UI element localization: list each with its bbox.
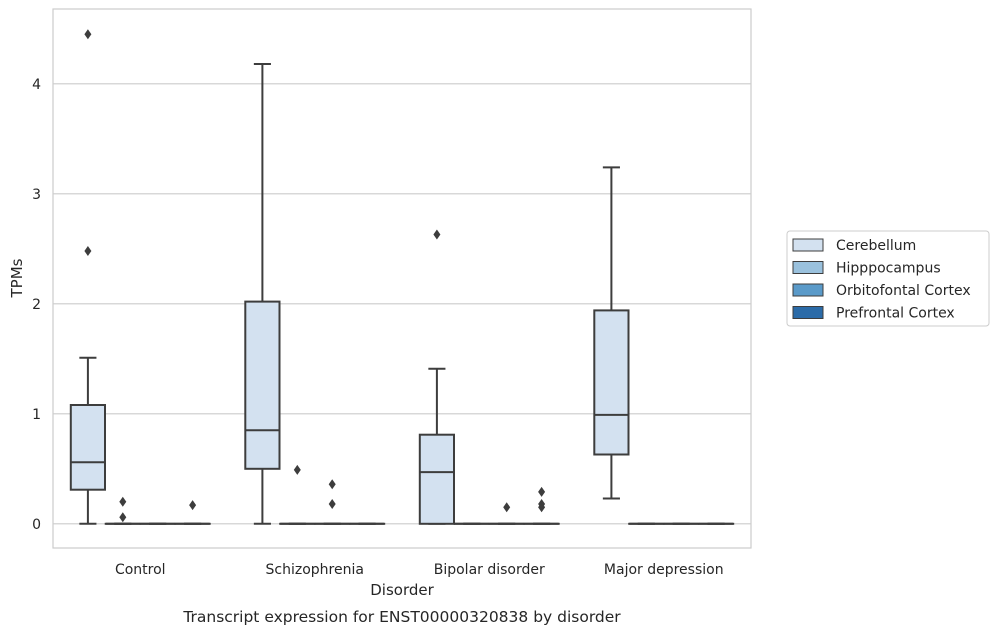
outlier-point [84, 29, 91, 39]
x-tick-label: Schizophrenia [266, 562, 364, 578]
box-prefrontal-cortex [175, 500, 209, 524]
legend-swatch [793, 262, 823, 274]
box-rect [420, 435, 454, 524]
outlier-point [119, 512, 126, 522]
legend-label: Cerebellum [836, 238, 916, 254]
x-axis-label: Disorder [370, 581, 434, 599]
x-tick-label: Major depression [604, 562, 724, 578]
outlier-point [433, 230, 440, 240]
box-orbitofontal-cortex [315, 479, 349, 524]
y-tick-labels: 0 1 2 3 4 [32, 77, 41, 533]
y-tick-label: 4 [32, 77, 41, 93]
y-axis-label: TPMs [8, 258, 26, 298]
box-cerebellum [71, 29, 105, 524]
legend-label: Hipppocampus [836, 261, 941, 277]
box-orbitofontal-cortex [490, 502, 524, 524]
y-tick-label: 2 [32, 297, 41, 313]
x-tick-labels: Control Schizophrenia Bipolar disorder Majo… [115, 562, 724, 578]
box-cerebellum [594, 167, 628, 498]
outlier-point [538, 487, 545, 497]
outlier-point [294, 465, 301, 475]
box-hipppocampus [106, 497, 140, 524]
x-tick-label: Bipolar disorder [434, 562, 545, 578]
boxes [71, 29, 733, 524]
box-cerebellum [245, 64, 279, 524]
box-rect [71, 405, 105, 490]
outlier-point [329, 499, 336, 509]
outlier-point [503, 502, 510, 512]
box-rect [245, 302, 279, 469]
y-tick-label: 1 [32, 407, 41, 423]
grid-lines [53, 84, 751, 524]
box-cerebellum [420, 230, 454, 524]
y-tick-label: 3 [32, 187, 41, 203]
outlier-point [84, 246, 91, 256]
box-hipppocampus [280, 465, 314, 524]
chart-title: Transcript expression for ENST0000032083… [182, 608, 621, 626]
legend: Cerebellum Hipppocampus Orbitofontal Corte… [787, 231, 989, 326]
box-rect [594, 310, 628, 454]
legend-label: Orbitofontal Cortex [836, 283, 971, 299]
plot-frame [53, 9, 751, 548]
legend-swatch [793, 284, 823, 296]
legend-swatch [793, 239, 823, 251]
legend-label: Prefrontal Cortex [836, 306, 955, 322]
outlier-point [189, 500, 196, 510]
x-tick-label: Control [115, 562, 166, 578]
legend-swatch [793, 307, 823, 319]
outlier-point [119, 497, 126, 507]
y-tick-label: 0 [32, 517, 41, 533]
outlier-point [329, 479, 336, 489]
box-prefrontal-cortex [524, 487, 558, 524]
